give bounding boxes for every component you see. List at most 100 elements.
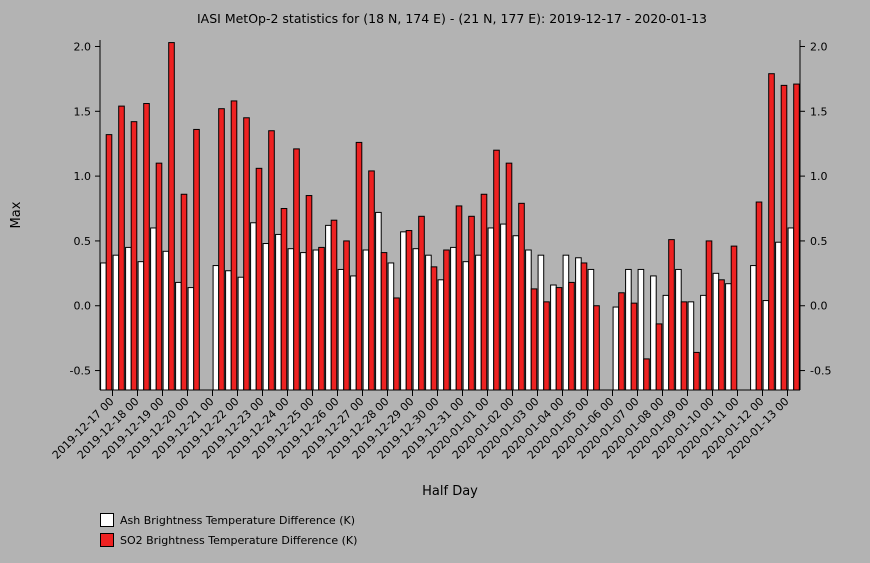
so2-bar-31 (493, 149, 500, 391)
ash-bar-4 (150, 227, 157, 391)
so2-bar-47 (693, 351, 700, 391)
ash-bar-21 (362, 249, 370, 391)
ash-bar-49 (712, 272, 720, 391)
so2-bar-44 (655, 323, 663, 391)
so2-bar-53 (768, 73, 775, 391)
ash-bar-25 (412, 248, 420, 391)
ash-bar-24 (400, 231, 407, 391)
ash-bar-34 (525, 249, 532, 391)
ash-bar-32 (500, 223, 507, 391)
so2-bar-36 (555, 287, 563, 391)
ash-bar-53 (762, 300, 770, 391)
so2-bar-6 (180, 193, 188, 391)
legend-item-ash: Ash Brightness Temperature Difference (K… (100, 513, 355, 527)
ash-bar-52 (750, 265, 757, 391)
so2-bar-17 (318, 246, 325, 391)
so2-bar-35 (543, 301, 550, 391)
so2-bar-16 (305, 195, 313, 391)
ash-bar-55 (787, 227, 795, 391)
so2-bar-32 (505, 162, 513, 391)
chart-title: IASI MetOp-2 statistics for (18 N, 174 E… (197, 11, 707, 26)
legend-item-so2: SO2 Brightness Temperature Difference (K… (100, 533, 357, 547)
so2-bar-48 (705, 240, 713, 391)
so2-bar-2 (130, 121, 138, 391)
so2-bar-4 (155, 162, 163, 391)
ash-bar-43 (637, 268, 645, 391)
ash-bar-29 (462, 261, 470, 391)
so2-bar-34 (530, 288, 538, 391)
so2-bar-25 (418, 215, 425, 391)
ash-bar-39 (587, 268, 595, 391)
y-tick-label-left-2: 0.5 (74, 235, 92, 248)
so2-bar-13 (268, 130, 275, 391)
so2-bar-23 (393, 297, 400, 391)
so2-bar-21 (368, 170, 375, 391)
y-tick-label-left-3: 1.0 (74, 170, 92, 183)
y-axis-label: Max (9, 201, 24, 228)
so2-bar-41 (618, 292, 625, 391)
ash-bar-23 (387, 262, 395, 391)
ash-bar-0 (100, 262, 107, 391)
ash-bar-15 (287, 248, 295, 391)
ash-bar-16 (300, 252, 307, 391)
ash-bar-1 (112, 254, 120, 391)
ash-bar-35 (537, 254, 545, 391)
so2-bar-46 (680, 301, 688, 391)
y-tick-label-right-5: 2.0 (810, 40, 828, 53)
so2-bar-9 (218, 108, 225, 391)
so2-bar-1 (118, 105, 125, 391)
so2-bar-49 (718, 279, 725, 391)
so2-bar-38 (580, 262, 588, 391)
ash-bar-19 (337, 268, 345, 391)
ash-bar-54 (775, 241, 782, 391)
so2-bar-55 (793, 83, 800, 391)
ash-bar-31 (487, 227, 495, 391)
ash-bar-14 (275, 233, 282, 391)
so2-bar-15 (293, 148, 300, 391)
ash-bar-41 (612, 306, 620, 391)
ash-bar-9 (212, 265, 220, 391)
y-tick-label-right-3: 1.0 (810, 170, 828, 183)
ash-bar-12 (250, 222, 257, 391)
so2-bar-50 (730, 245, 738, 391)
so2-bar-19 (343, 240, 350, 391)
so2-bar-7 (193, 128, 200, 391)
ash-bar-6 (175, 281, 182, 391)
so2-bar-0 (105, 134, 113, 391)
plot-area: -0.5 -0.50.0 0.00.5 0.51.0 1.01.5 1.52.0 2.020… (50, 40, 831, 462)
y-tick-label-right-2: 0.5 (810, 235, 828, 248)
ash-bar-2 (125, 246, 132, 391)
so2-bar-14 (280, 208, 288, 391)
legend-swatch-ash (100, 513, 114, 527)
y-tick-label-right-4: 1.5 (810, 105, 828, 118)
so2-bar-3 (143, 103, 150, 391)
so2-bar-11 (243, 117, 250, 391)
ash-bar-37 (562, 254, 570, 391)
y-tick-label-left-0: -0.5 (70, 365, 91, 378)
legend-label-ash: Ash Brightness Temperature Difference (K… (120, 513, 355, 527)
ash-bar-11 (237, 276, 245, 391)
so2-bar-37 (568, 281, 575, 391)
so2-bar-52 (755, 201, 763, 391)
ash-bar-20 (350, 275, 357, 391)
ash-bar-7 (187, 287, 195, 391)
ash-bar-36 (550, 284, 557, 391)
so2-bar-43 (643, 358, 650, 391)
y-tick-label-right-1: 0.0 (810, 300, 828, 313)
y-tick-label-left-1: 0.0 (74, 300, 92, 313)
ash-bar-44 (650, 275, 657, 391)
so2-bar-42 (630, 302, 638, 391)
ash-bar-3 (137, 261, 145, 391)
ash-bar-45 (662, 294, 670, 391)
ash-bar-46 (675, 268, 682, 391)
ash-bar-33 (512, 235, 520, 391)
ash-bar-28 (450, 246, 457, 391)
so2-bar-39 (593, 305, 600, 391)
so2-bar-5 (168, 42, 175, 391)
so2-bar-22 (380, 252, 388, 391)
so2-bar-12 (255, 167, 263, 391)
ash-bar-48 (700, 294, 707, 391)
so2-bar-18 (330, 219, 338, 391)
so2-bar-10 (230, 100, 238, 391)
ash-bar-5 (162, 250, 170, 391)
